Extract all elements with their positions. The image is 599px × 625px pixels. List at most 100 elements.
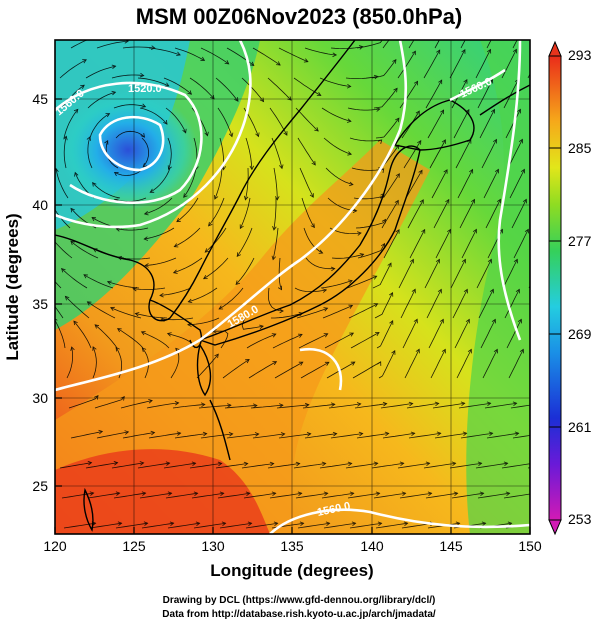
streamline bbox=[478, 289, 494, 319]
streamline bbox=[137, 77, 169, 87]
streamline bbox=[454, 319, 470, 349]
streamline-arrow bbox=[541, 79, 544, 83]
streamline bbox=[425, 79, 443, 109]
streamline bbox=[241, 317, 264, 330]
streamline bbox=[85, 65, 116, 79]
streamline-arrow bbox=[515, 288, 520, 294]
streamline-arrow bbox=[113, 171, 119, 177]
streamline-arrow bbox=[110, 306, 115, 312]
streamline-arrow bbox=[488, 431, 494, 437]
streamline-arrow bbox=[411, 50, 416, 56]
streamline-arrow bbox=[255, 132, 260, 138]
x-tick-label: 125 bbox=[122, 538, 146, 554]
streamline-arrow bbox=[409, 258, 414, 264]
streamline-arrow bbox=[565, 402, 569, 406]
streamline-arrow bbox=[143, 210, 149, 216]
streamline bbox=[59, 59, 87, 79]
streamline-arrow bbox=[434, 401, 440, 407]
streamline bbox=[512, 435, 530, 439]
streamline-arrow bbox=[64, 295, 70, 301]
coastlines bbox=[55, 40, 530, 532]
streamline-arrow bbox=[421, 228, 426, 234]
streamline-arrow bbox=[283, 131, 288, 136]
streamline-arrow bbox=[166, 332, 172, 337]
streamline bbox=[304, 47, 337, 56]
streamline-arrow bbox=[324, 361, 330, 366]
streamline bbox=[269, 107, 288, 136]
y-tick-label: 40 bbox=[32, 197, 48, 213]
streamline-arrow bbox=[169, 521, 175, 527]
streamline bbox=[107, 281, 140, 289]
streamline bbox=[198, 404, 231, 409]
x-tick-label: 145 bbox=[439, 538, 463, 554]
streamline bbox=[212, 330, 229, 349]
coast-kuril bbox=[479, 84, 530, 116]
streamline-arrow bbox=[436, 431, 442, 437]
streamline-arrow bbox=[144, 263, 149, 268]
streamline-arrow bbox=[507, 521, 513, 527]
streamline-arrow bbox=[395, 144, 400, 150]
streamline-arrow bbox=[380, 192, 385, 198]
streamline bbox=[120, 400, 153, 409]
streamline-arrow bbox=[243, 461, 249, 467]
streamline-arrow bbox=[132, 286, 138, 292]
colorbar-bar bbox=[548, 55, 562, 521]
streamline bbox=[532, 109, 546, 138]
streamline bbox=[407, 199, 424, 229]
streamline bbox=[161, 317, 194, 321]
streamline-arrow bbox=[217, 461, 223, 467]
streamline-arrow bbox=[94, 324, 100, 329]
streamline bbox=[276, 404, 309, 409]
streamline-arrow bbox=[486, 48, 492, 54]
streamline bbox=[432, 402, 465, 409]
streamline bbox=[382, 432, 415, 439]
colorbar-bottom-arrow bbox=[548, 519, 562, 536]
streamline-arrow bbox=[472, 228, 477, 234]
streamline-arrow bbox=[113, 461, 119, 466]
streamline-arrow bbox=[425, 461, 431, 467]
streamline bbox=[375, 522, 408, 529]
streamline bbox=[325, 167, 354, 185]
streamline bbox=[55, 281, 62, 289]
streamline-arrow bbox=[437, 288, 442, 294]
streamline-arrow bbox=[70, 207, 75, 213]
streamline bbox=[174, 227, 201, 248]
streamline-arrow bbox=[163, 120, 168, 125]
streamline bbox=[269, 492, 302, 499]
streamline-arrow bbox=[297, 333, 303, 338]
streamline-arrow bbox=[346, 118, 352, 123]
streamline-arrow bbox=[322, 288, 328, 293]
streamline bbox=[502, 259, 518, 289]
streamline-arrow bbox=[436, 49, 441, 55]
streamline bbox=[399, 81, 418, 109]
streamline-arrow bbox=[408, 401, 414, 407]
streamline-arrow bbox=[228, 432, 234, 437]
contour-1520 bbox=[55, 81, 203, 205]
streamline-arrow bbox=[86, 301, 92, 306]
streamline bbox=[328, 403, 361, 409]
streamline-arrow bbox=[165, 461, 171, 466]
streamline bbox=[305, 257, 335, 270]
streamline-arrow bbox=[74, 171, 79, 177]
streamline bbox=[135, 313, 168, 319]
streamline bbox=[267, 287, 284, 312]
streamline-arrow bbox=[524, 228, 529, 234]
streamline bbox=[293, 77, 321, 96]
streamline-arrow bbox=[50, 235, 54, 239]
streamline-arrow bbox=[472, 20, 475, 24]
streamline bbox=[475, 462, 508, 469]
streamline bbox=[298, 333, 328, 349]
streamline-arrow bbox=[375, 491, 381, 497]
streamline bbox=[183, 167, 197, 198]
streamline bbox=[149, 167, 171, 193]
streamline bbox=[528, 285, 530, 289]
streamline-arrow bbox=[279, 403, 284, 408]
streamline bbox=[511, 199, 527, 229]
streamline-arrow bbox=[505, 491, 511, 497]
streamline-arrow bbox=[314, 127, 319, 132]
streamline-arrow bbox=[532, 492, 536, 496]
streamline-arrow bbox=[272, 225, 277, 231]
streamline-arrow bbox=[249, 61, 255, 67]
contour-1560-east bbox=[449, 68, 506, 102]
streamline-arrow bbox=[210, 94, 215, 100]
